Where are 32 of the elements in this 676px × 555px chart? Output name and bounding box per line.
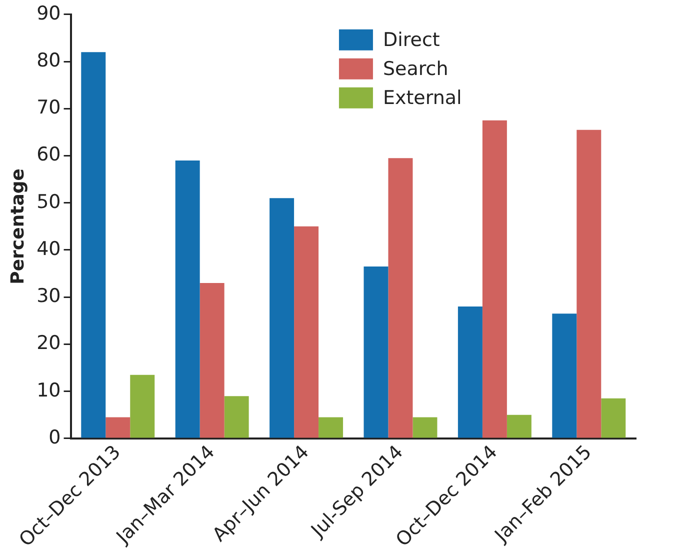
bar (388, 158, 413, 438)
y-tick-label: 90 (36, 2, 61, 24)
legend-label: Search (382, 58, 448, 80)
bar (106, 417, 130, 438)
bar (458, 306, 482, 438)
y-tick-label: 50 (36, 190, 61, 213)
y-axis-title: Percentage (7, 168, 28, 284)
y-tick-label: 60 (36, 144, 61, 166)
legend-label: Direct (382, 28, 440, 51)
bar (601, 398, 626, 438)
bar (200, 282, 224, 438)
bar (270, 198, 294, 438)
bar (318, 417, 344, 438)
bar (576, 130, 602, 438)
bar (482, 120, 507, 438)
bar (412, 417, 438, 438)
bar (364, 266, 388, 438)
bar (552, 314, 577, 438)
y-tick-label: 30 (36, 285, 61, 308)
y-tick-label: 80 (36, 49, 61, 72)
bar (294, 226, 319, 438)
legend-label: External (382, 86, 462, 109)
y-tick-label: 10 (36, 379, 61, 402)
y-tick-label: 40 (36, 238, 61, 260)
bar (81, 52, 106, 438)
bar (506, 414, 532, 438)
bar (175, 160, 200, 438)
y-tick-label: 70 (36, 96, 61, 119)
bar (224, 396, 249, 438)
y-tick-label: 20 (36, 332, 61, 354)
bar (130, 374, 155, 438)
y-tick-label: 0 (48, 426, 61, 448)
